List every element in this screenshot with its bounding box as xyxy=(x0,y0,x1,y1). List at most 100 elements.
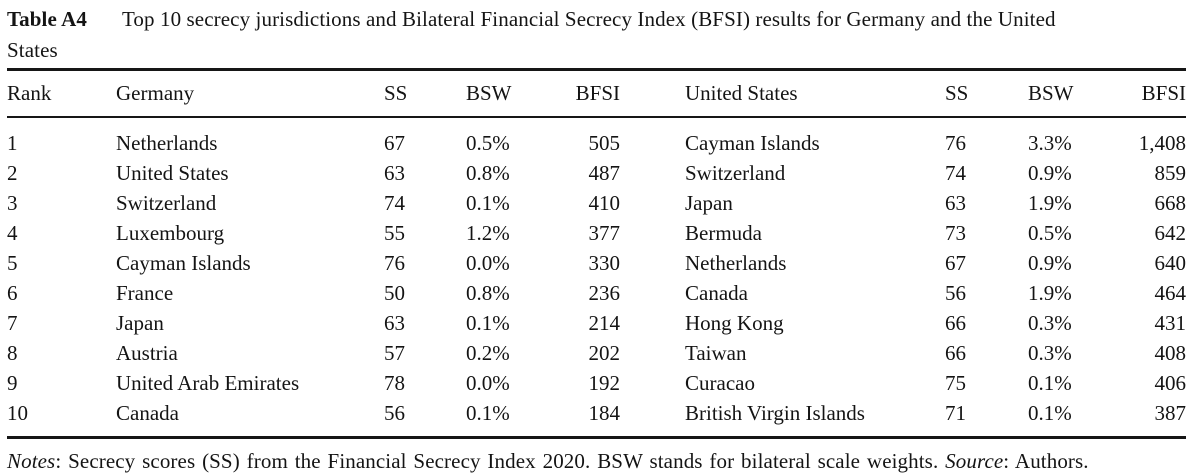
cell-germany-jurisdiction: France xyxy=(116,280,174,305)
cell-germany-ss: 56 xyxy=(384,400,405,425)
cell-rank: 3 xyxy=(7,190,18,215)
cell-germany-ss: 78 xyxy=(384,370,405,395)
cell-germany-jurisdiction: United Arab Emirates xyxy=(116,370,300,395)
table-row: 5 Cayman Islands 76 0.0% 330 Netherlands… xyxy=(7,248,1186,278)
cell-germany-ss: 67 xyxy=(384,130,405,155)
cell-germany-bfsi: 330 xyxy=(588,250,621,275)
cell-germany-jurisdiction: Austria xyxy=(116,340,178,365)
cell-germany-bsw: 1.2% xyxy=(466,220,510,245)
cell-us-jurisdiction: Taiwan xyxy=(685,340,747,365)
cell-us-bsw: 1.9% xyxy=(1028,190,1072,215)
cell-germany-bfsi: 505 xyxy=(588,130,621,155)
table-row: 6 France 50 0.8% 236 Canada 56 1.9% 464 xyxy=(7,278,1186,308)
cell-rank: 8 xyxy=(7,340,18,365)
cell-us-ss: 71 xyxy=(945,400,966,425)
cell-germany-bsw: 0.8% xyxy=(466,280,510,305)
cell-germany-ss: 63 xyxy=(384,160,405,185)
cell-germany-bfsi: 214 xyxy=(588,310,621,335)
col-header-bsw-us: BSW xyxy=(1028,69,1122,118)
notes-text: : Secrecy scores (SS) from the Financial… xyxy=(55,449,946,473)
cell-us-bfsi: 859 xyxy=(1154,160,1187,185)
cell-us-jurisdiction: Bermuda xyxy=(685,220,762,245)
cell-rank: 5 xyxy=(7,250,18,275)
cell-us-bfsi: 1,408 xyxy=(1138,130,1186,155)
cell-germany-bsw: 0.1% xyxy=(466,190,510,215)
source-label: Source xyxy=(945,449,1004,473)
cell-germany-bsw: 0.1% xyxy=(466,310,510,335)
cell-rank: 10 xyxy=(7,400,28,425)
cell-us-bsw: 1.9% xyxy=(1028,280,1072,305)
cell-us-bsw: 0.3% xyxy=(1028,310,1072,335)
col-header-bfsi-us: BFSI xyxy=(1122,69,1186,118)
cell-germany-bsw: 0.0% xyxy=(466,370,510,395)
cell-germany-bfsi: 184 xyxy=(588,400,621,425)
table-label: Table A4 xyxy=(7,7,87,31)
cell-germany-bsw: 0.8% xyxy=(466,160,510,185)
table-row: 2 United States 63 0.8% 487 Switzerland … xyxy=(7,158,1186,188)
cell-germany-bfsi: 202 xyxy=(588,340,621,365)
cell-germany-ss: 55 xyxy=(384,220,405,245)
table-title-line-1: Top 10 secrecy jurisdictions and Bilater… xyxy=(121,7,1056,31)
notes-label: Notes xyxy=(7,449,56,473)
table-row: 4 Luxembourg 55 1.2% 377 Bermuda 73 0.5%… xyxy=(7,218,1186,248)
cell-germany-jurisdiction: Cayman Islands xyxy=(116,250,251,275)
cell-us-ss: 66 xyxy=(945,310,966,335)
col-header-bsw-germany: BSW xyxy=(466,69,559,118)
cell-germany-ss: 74 xyxy=(384,190,405,215)
cell-us-ss: 75 xyxy=(945,370,966,395)
cell-us-ss: 76 xyxy=(945,130,966,155)
cell-rank: 9 xyxy=(7,370,18,395)
cell-us-jurisdiction: Japan xyxy=(685,190,733,215)
cell-us-bfsi: 642 xyxy=(1154,220,1187,245)
cell-germany-jurisdiction: United States xyxy=(116,160,229,185)
cell-us-jurisdiction: Curacao xyxy=(685,370,755,395)
table-row: 3 Switzerland 74 0.1% 410 Japan 63 1.9% … xyxy=(7,188,1186,218)
table-caption: Table A4 Top 10 secrecy jurisdictions an… xyxy=(7,4,1190,68)
cell-us-jurisdiction: British Virgin Islands xyxy=(685,400,865,425)
cell-us-ss: 63 xyxy=(945,190,966,215)
cell-us-bsw: 3.3% xyxy=(1028,130,1072,155)
cell-germany-bsw: 0.0% xyxy=(466,250,510,275)
cell-us-jurisdiction: Cayman Islands xyxy=(685,130,820,155)
table-row: 8 Austria 57 0.2% 202 Taiwan 66 0.3% 408 xyxy=(7,338,1186,368)
cell-germany-bsw: 0.2% xyxy=(466,340,510,365)
col-header-bfsi-germany: BFSI xyxy=(559,69,620,118)
cell-germany-jurisdiction: Netherlands xyxy=(116,130,218,155)
cell-us-bfsi: 464 xyxy=(1154,280,1187,305)
cell-us-bsw: 0.9% xyxy=(1028,160,1072,185)
cell-us-bsw: 0.1% xyxy=(1028,370,1072,395)
cell-germany-bfsi: 487 xyxy=(588,160,621,185)
cell-us-bfsi: 640 xyxy=(1154,250,1187,275)
cell-germany-ss: 63 xyxy=(384,310,405,335)
cell-germany-jurisdiction: Japan xyxy=(116,310,164,335)
cell-us-bfsi: 668 xyxy=(1154,190,1187,215)
cell-germany-bsw: 0.5% xyxy=(466,130,510,155)
cell-rank: 7 xyxy=(7,310,18,335)
col-header-ss-germany: SS xyxy=(384,69,466,118)
col-header-germany: Germany xyxy=(116,69,384,118)
cell-us-bfsi: 408 xyxy=(1154,340,1187,365)
cell-us-jurisdiction: Hong Kong xyxy=(685,310,784,335)
cell-us-ss: 56 xyxy=(945,280,966,305)
cell-rank: 1 xyxy=(7,130,18,155)
col-header-united-states: United States xyxy=(620,69,945,118)
table-row: 10 Canada 56 0.1% 184 British Virgin Isl… xyxy=(7,398,1186,438)
cell-germany-jurisdiction: Canada xyxy=(116,400,179,425)
cell-us-ss: 74 xyxy=(945,160,966,185)
cell-rank: 2 xyxy=(7,160,18,185)
table-row: 7 Japan 63 0.1% 214 Hong Kong 66 0.3% 43… xyxy=(7,308,1186,338)
cell-germany-bsw: 0.1% xyxy=(466,400,510,425)
cell-germany-bfsi: 410 xyxy=(588,190,621,215)
cell-us-bfsi: 431 xyxy=(1154,310,1187,335)
cell-germany-bfsi: 377 xyxy=(588,220,621,245)
col-header-rank: Rank xyxy=(7,69,116,118)
cell-us-bsw: 0.1% xyxy=(1028,400,1072,425)
source-text: : Authors. xyxy=(1003,449,1089,473)
cell-us-bfsi: 406 xyxy=(1154,370,1187,395)
cell-us-jurisdiction: Switzerland xyxy=(685,160,786,185)
cell-us-ss: 66 xyxy=(945,340,966,365)
cell-germany-ss: 50 xyxy=(384,280,405,305)
cell-us-bsw: 0.9% xyxy=(1028,250,1072,275)
header-row: Rank Germany SS BSW BFSI United States S… xyxy=(7,69,1186,118)
